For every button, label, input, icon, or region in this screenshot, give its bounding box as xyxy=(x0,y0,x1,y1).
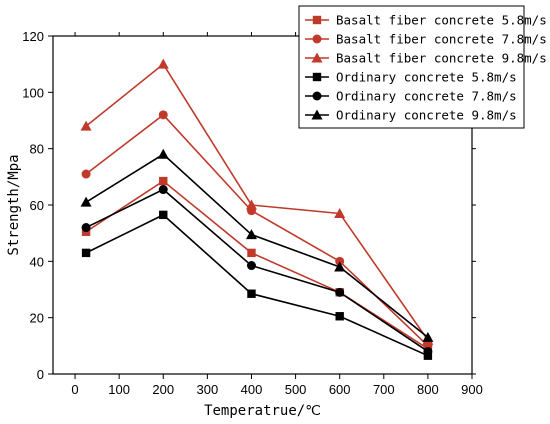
y-tick-label: 20 xyxy=(30,311,44,326)
axes: 0 100 200 300 400 500 600 700 800 900 0 20 40 60 80 100… xyxy=(22,29,483,397)
x-tick-label: 200 xyxy=(152,382,174,397)
data-point xyxy=(158,110,168,120)
legend-swatch-marker xyxy=(311,109,323,120)
legend-label: Ordinary concrete 7.8m/s xyxy=(336,89,517,104)
data-point xyxy=(422,331,434,342)
series-line xyxy=(85,153,429,339)
y-tick-label: 40 xyxy=(30,254,44,269)
data-point xyxy=(80,120,92,131)
x-tick-label: 900 xyxy=(461,382,483,397)
data-point xyxy=(335,287,345,297)
legend-swatch-marker xyxy=(312,15,322,25)
x-tick-label: 800 xyxy=(417,382,439,397)
data-point xyxy=(81,169,91,179)
data-point xyxy=(335,256,345,266)
data-point xyxy=(159,210,168,220)
y-tick-label: 100 xyxy=(22,85,44,100)
legend-swatch-marker xyxy=(312,72,322,82)
legend-label: Ordinary concrete 9.8m/s xyxy=(336,108,517,123)
data-point xyxy=(80,196,92,207)
series-layer xyxy=(80,58,434,360)
y-tick-label: 0 xyxy=(37,367,44,382)
data-point xyxy=(157,58,169,69)
legend: Basalt fiber concrete 5.8m/s Basalt fiber… xyxy=(298,5,547,129)
x-tick-label: 700 xyxy=(373,382,395,397)
data-point xyxy=(245,199,257,210)
y-tick-label: 120 xyxy=(22,29,44,44)
legend-swatch-marker xyxy=(312,34,322,44)
x-tick-label: 300 xyxy=(197,382,219,397)
legend-swatch-marker xyxy=(311,52,323,63)
x-tick-label: 100 xyxy=(108,382,130,397)
data-point xyxy=(81,223,91,233)
legend-label: Ordinary concrete 5.8m/s xyxy=(336,70,517,85)
data-point xyxy=(335,312,344,321)
data-point xyxy=(247,289,256,298)
series-6 xyxy=(80,148,434,342)
series-4 xyxy=(81,210,433,360)
x-tick-label: 0 xyxy=(71,382,78,397)
x-axis-title: Temperatrue/℃ xyxy=(204,403,321,419)
data-point xyxy=(159,176,168,186)
legend-swatch-marker xyxy=(312,91,322,101)
x-tick-label: 400 xyxy=(241,382,263,397)
data-point xyxy=(334,261,346,272)
series-line xyxy=(85,113,429,347)
y-tick-label: 60 xyxy=(30,198,44,213)
data-point xyxy=(245,229,257,240)
legend-label: Basalt fiber concrete 9.8m/s xyxy=(336,51,547,66)
data-point xyxy=(81,248,91,258)
y-axis-title: Strength/Mpa xyxy=(6,154,22,255)
x-tick-label: 500 xyxy=(285,382,307,397)
data-point xyxy=(247,248,256,258)
series-2 xyxy=(81,110,433,351)
y-tick-label: 80 xyxy=(30,142,44,157)
legend-box xyxy=(298,5,525,129)
data-point xyxy=(246,261,256,271)
x-tick-label: 600 xyxy=(329,382,351,397)
data-point xyxy=(157,148,169,159)
series-5 xyxy=(81,185,433,356)
legend-label: Basalt fiber concrete 5.8m/s xyxy=(336,13,547,28)
legend-label: Basalt fiber concrete 7.8m/s xyxy=(336,32,547,47)
data-point xyxy=(423,346,433,356)
data-point xyxy=(158,185,168,195)
data-point xyxy=(334,207,346,218)
